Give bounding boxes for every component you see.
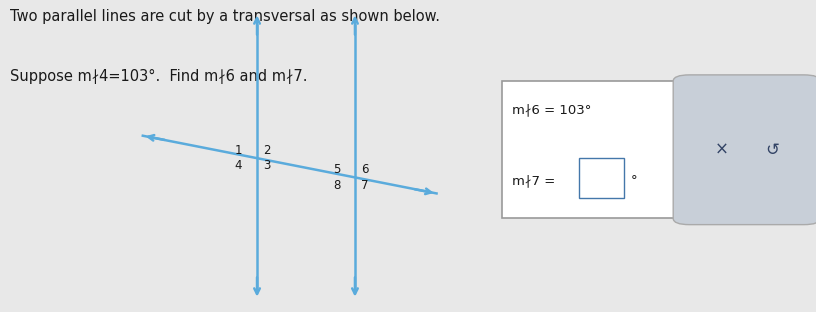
- Text: 4: 4: [235, 159, 242, 173]
- Text: °: °: [631, 174, 637, 188]
- Text: 2: 2: [263, 144, 270, 157]
- Text: 3: 3: [263, 159, 270, 173]
- FancyBboxPatch shape: [673, 75, 816, 225]
- FancyBboxPatch shape: [579, 158, 624, 198]
- Text: 7: 7: [361, 179, 368, 192]
- Text: Suppose m∤4=103°.  Find m∤6 and m∤7.: Suppose m∤4=103°. Find m∤6 and m∤7.: [10, 69, 308, 84]
- Text: ×: ×: [715, 141, 729, 159]
- Text: Two parallel lines are cut by a transversal as shown below.: Two parallel lines are cut by a transver…: [10, 9, 440, 24]
- Text: 5: 5: [333, 163, 340, 176]
- FancyBboxPatch shape: [502, 81, 677, 218]
- Text: 1: 1: [235, 144, 242, 157]
- Text: m∤7 =: m∤7 =: [512, 174, 559, 188]
- Text: 8: 8: [333, 179, 340, 192]
- Text: 6: 6: [361, 163, 368, 176]
- Text: ↺: ↺: [765, 141, 778, 159]
- Text: m∤6 = 103°: m∤6 = 103°: [512, 103, 591, 116]
